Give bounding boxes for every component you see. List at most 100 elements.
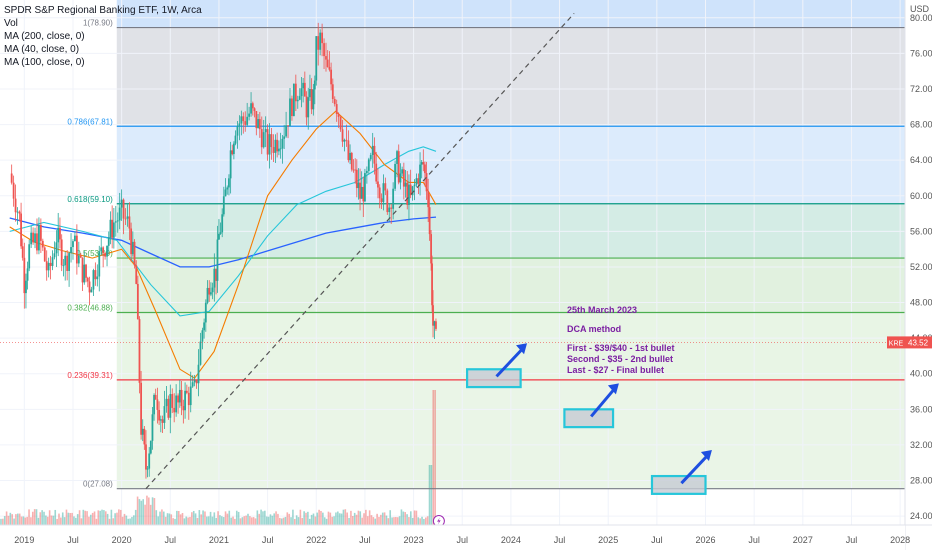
volume-bar — [265, 516, 268, 525]
candle-body — [231, 150, 234, 155]
volume-bar — [52, 515, 55, 525]
candle-body — [335, 104, 338, 115]
candle-body — [124, 218, 127, 220]
candle-body — [88, 281, 91, 293]
candle — [90, 286, 93, 293]
candle — [302, 78, 305, 103]
volume-bar — [54, 509, 57, 525]
candle — [333, 96, 336, 107]
indicator-vol[interactable]: Vol — [4, 18, 18, 29]
volume-bar — [106, 513, 109, 525]
candle — [435, 318, 437, 331]
annotation-date: 25th March 2023 — [567, 305, 638, 315]
candle-body — [337, 114, 340, 117]
volume-bar — [374, 518, 377, 525]
candle — [319, 29, 322, 56]
candle-body — [255, 111, 258, 129]
candle-body — [272, 147, 275, 153]
volume-bar — [7, 515, 10, 525]
volume-bar — [192, 510, 195, 525]
x-axis: 2019 Jul 2020 Jul 2021 Jul 2022 Jul 2023 Jul 2024 J… — [0, 524, 932, 550]
candle — [380, 193, 383, 210]
candle — [213, 253, 216, 302]
volume-bar — [415, 510, 418, 525]
candle-body — [238, 123, 241, 126]
candle-body — [20, 213, 22, 247]
candle-body — [72, 241, 74, 248]
candle — [222, 186, 225, 217]
y-tick-label: 72.00 — [910, 84, 932, 94]
candle-body — [203, 322, 206, 331]
volume-bar — [381, 512, 384, 525]
candle-body — [100, 247, 103, 252]
volume-bar — [185, 516, 188, 525]
volume-bar — [387, 518, 390, 525]
volume-bar — [295, 515, 298, 525]
candle — [228, 174, 230, 196]
candle-body — [415, 178, 418, 185]
volume-bar — [56, 518, 58, 525]
candle-body — [180, 389, 183, 406]
candle-body — [26, 268, 29, 281]
candle — [386, 188, 389, 215]
candle-body — [435, 321, 437, 329]
candle — [335, 99, 338, 122]
candle-body — [365, 170, 368, 174]
arrow-head-icon — [700, 450, 712, 462]
candle-body — [85, 264, 87, 278]
candle-body — [64, 255, 67, 266]
volume-bar — [299, 509, 302, 525]
candle-body — [326, 59, 329, 67]
volume-bars — [0, 390, 445, 527]
candle-body — [138, 319, 141, 383]
volume-bar — [217, 511, 219, 525]
candle — [21, 238, 24, 261]
candle — [116, 212, 119, 233]
candle-body — [226, 187, 229, 190]
candle — [305, 91, 308, 126]
candle-body — [216, 239, 219, 281]
candle-body — [38, 224, 40, 251]
candle-body — [397, 151, 400, 183]
candle-body — [432, 305, 434, 326]
candle-body — [177, 395, 179, 403]
candle — [153, 393, 155, 421]
candle-body — [300, 88, 303, 97]
indicator-ma200[interactable]: MA (200, close, 0) — [4, 31, 85, 42]
candle — [68, 251, 70, 287]
candle — [26, 261, 29, 290]
volume-bar — [41, 510, 43, 525]
y-tick-label: 24.00 — [910, 511, 932, 521]
candle-body — [309, 89, 311, 98]
volume-bar — [93, 511, 96, 525]
candle-body — [382, 183, 385, 203]
candle-body — [18, 211, 21, 214]
x-tick-label: Jul — [262, 535, 274, 545]
volume-bar — [39, 512, 42, 525]
candle-body — [222, 196, 225, 215]
candle — [215, 268, 217, 295]
indicator-ma100[interactable]: MA (100, close, 0) — [4, 57, 85, 68]
indicator-ma40[interactable]: MA (40, close, 0) — [4, 44, 80, 55]
candle — [124, 208, 127, 225]
candle-body — [145, 444, 147, 470]
candle — [399, 163, 402, 190]
candle-body — [143, 428, 146, 445]
candle — [433, 320, 436, 339]
volume-bar — [206, 516, 208, 525]
candle — [23, 242, 26, 309]
candle-body — [221, 214, 224, 233]
volume-bar — [196, 517, 199, 525]
volume-bar — [20, 516, 23, 525]
volume-bar — [80, 518, 83, 525]
candle-body — [66, 255, 69, 271]
volume-bar — [123, 513, 126, 525]
candle — [60, 234, 63, 272]
candle-body — [122, 199, 125, 219]
volume-bar — [378, 516, 380, 525]
candle — [232, 141, 235, 160]
x-tick-label: 2023 — [404, 535, 424, 545]
volume-bar — [424, 517, 427, 525]
volume-bar — [97, 510, 100, 525]
